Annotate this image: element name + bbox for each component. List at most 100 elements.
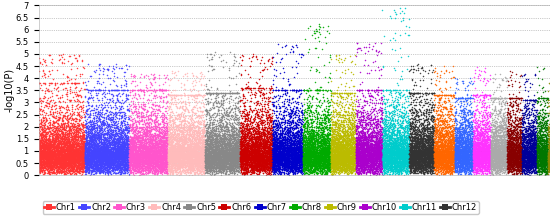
Point (362, 155, 371, 158)
Point (329, 164, 338, 167)
Point (481, 95, 490, 98)
Point (528, 102, 537, 106)
Point (496, 128, 505, 132)
Point (393, 143, 402, 146)
Point (485, 157, 494, 161)
Point (207, 165, 216, 168)
Point (421, 138, 430, 142)
Point (103, 164, 112, 167)
Point (314, 160, 323, 164)
Point (468, 159, 477, 162)
Point (347, 146, 356, 150)
Point (300, 157, 309, 160)
Point (177, 138, 186, 142)
Point (342, 155, 351, 159)
Point (195, 154, 204, 158)
Point (274, 132, 283, 135)
Point (107, 106, 116, 110)
Point (496, 155, 504, 158)
Point (403, 146, 411, 150)
Point (200, 74, 209, 77)
Point (105, 160, 114, 164)
Point (521, 126, 530, 130)
Point (377, 154, 386, 157)
Point (498, 157, 507, 161)
Point (439, 158, 448, 161)
Point (471, 149, 480, 152)
Point (428, 143, 437, 146)
Point (455, 132, 464, 135)
Point (170, 94, 179, 97)
Point (509, 160, 518, 163)
Point (100, 155, 109, 159)
Point (435, 168, 444, 171)
Point (521, 165, 530, 169)
Point (421, 163, 430, 166)
Point (509, 132, 518, 136)
Point (420, 162, 428, 166)
Point (510, 159, 519, 162)
Point (230, 150, 239, 154)
Point (159, 147, 168, 150)
Point (57, 125, 66, 129)
Point (104, 116, 113, 120)
Point (364, 89, 372, 92)
Point (324, 139, 333, 143)
Point (146, 159, 155, 162)
Point (314, 103, 322, 106)
Point (456, 149, 465, 152)
Point (255, 130, 263, 133)
Point (424, 155, 433, 159)
Point (63, 161, 72, 164)
Point (66, 165, 75, 168)
Point (524, 160, 532, 163)
Point (227, 125, 236, 129)
Point (279, 115, 288, 118)
Point (141, 148, 150, 151)
Point (542, 141, 550, 145)
Point (371, 136, 380, 140)
Point (402, 152, 410, 155)
Point (213, 151, 222, 155)
Point (541, 170, 550, 174)
Point (251, 147, 260, 150)
Point (61, 172, 70, 175)
Point (396, 145, 405, 148)
Point (113, 152, 122, 155)
Point (222, 146, 230, 149)
Point (92, 162, 101, 166)
Point (397, 159, 405, 163)
Point (314, 155, 323, 158)
Point (543, 164, 550, 167)
Point (445, 157, 454, 161)
Point (331, 148, 340, 151)
Point (202, 167, 211, 171)
Point (171, 152, 180, 156)
Point (452, 162, 460, 166)
Point (305, 148, 314, 152)
Point (144, 149, 152, 153)
Point (92, 94, 101, 97)
Point (386, 154, 395, 157)
Point (201, 159, 210, 163)
Point (508, 157, 516, 161)
Point (258, 160, 267, 164)
Point (252, 164, 261, 167)
Point (304, 141, 312, 145)
Point (71, 169, 80, 172)
Point (199, 142, 207, 146)
Point (528, 152, 537, 156)
Point (449, 167, 458, 171)
Point (434, 140, 443, 144)
Point (255, 148, 264, 152)
Point (222, 148, 231, 152)
Point (118, 136, 127, 139)
Point (398, 105, 407, 109)
Point (240, 119, 249, 122)
Point (298, 140, 307, 144)
Point (120, 142, 129, 145)
Point (371, 151, 380, 155)
Point (393, 154, 402, 158)
Point (177, 113, 185, 116)
Point (314, 154, 323, 157)
